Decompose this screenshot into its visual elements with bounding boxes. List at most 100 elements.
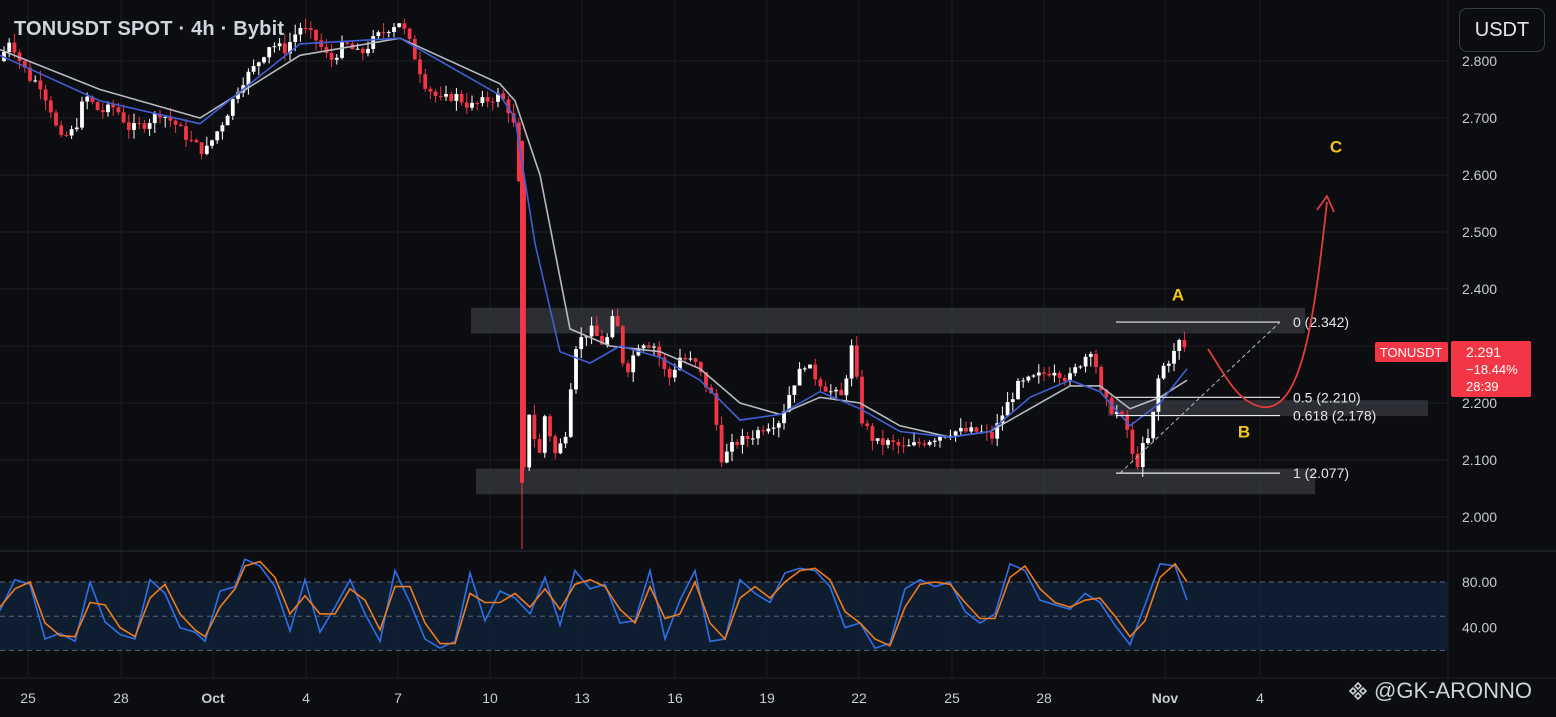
bullish-candle [932,440,937,442]
chart-grid [0,0,1556,679]
bullish-candle [376,32,381,37]
bullish-candle [912,442,916,446]
bullish-candle [631,355,636,373]
bearish-candle [646,345,651,348]
bearish-candle [428,88,433,92]
bullish-candle [605,337,610,345]
bullish-candle [246,71,251,86]
price-tick-label: 2.500 [1462,224,1497,240]
last-price-value: 2.291 [1466,344,1501,360]
bearish-candle [360,48,365,54]
bullish-candle [782,411,786,424]
bullish-candle [724,451,729,463]
bearish-candle [896,442,901,446]
bearish-candle [438,95,443,97]
bullish-candle [1088,353,1093,357]
bearish-candle [381,32,386,34]
bullish-candle [1177,340,1182,351]
bullish-candle [797,368,802,386]
time-tick-label: 28 [1036,690,1052,706]
time-tick-label: 16 [667,690,683,706]
bearish-candle [100,110,105,113]
bearish-candle [28,67,32,81]
bullish-candle [454,93,459,101]
bearish-candle [1099,367,1104,390]
bullish-candle [953,431,958,436]
bearish-candle [459,93,464,103]
bearish-candle [282,43,287,54]
time-tick-label: 25 [20,690,36,706]
bullish-candle [938,436,942,441]
time-tick-label: 25 [944,690,960,706]
bullish-candle [1005,402,1010,416]
bearish-candle [158,113,162,118]
bullish-candle [1016,380,1020,400]
fib-level-label: 0 (2.342) [1293,314,1349,330]
bullish-candle [849,345,854,379]
bearish-candle [38,80,43,90]
price-change: −18.44% [1466,362,1518,377]
bearish-candle [704,372,708,388]
bullish-candle [204,145,209,154]
stoch-d-line [0,560,1188,647]
chart-title: TONUSDT SPOT · 4h · Bybit [14,18,285,40]
bullish-candle [7,42,12,52]
currency-button[interactable]: USDT [1459,8,1545,52]
bearish-candle [433,91,438,96]
time-tick-label: 4 [1256,690,1264,706]
bullish-candle [106,104,110,113]
bullish-candle [589,325,594,337]
bearish-candle [813,364,818,380]
bullish-candle [1000,415,1005,424]
bearish-candle [48,100,53,113]
bullish-candle [948,435,953,437]
bullish-candle [927,441,932,445]
bullish-candle [906,445,911,447]
bearish-candle [594,325,599,336]
bearish-candle [854,345,859,377]
bearish-candle [1104,389,1109,398]
bullish-candle [1146,438,1150,444]
time-axis[interactable]: 25 28 Oct 4 7 10 13 16 19 22 25 28 Nov 4 [20,690,1264,706]
bullish-candle [298,27,303,35]
bullish-candle [802,368,807,370]
bearish-candle [667,368,672,378]
bearish-candle [1094,353,1098,368]
bearish-candle [111,104,116,108]
bullish-candle [740,435,745,445]
bullish-candle [256,62,261,67]
bullish-candle [480,97,485,103]
bullish-candle [1114,411,1119,415]
bearish-candle [990,432,994,439]
bullish-candle [163,116,168,118]
bearish-candle [745,435,750,439]
bullish-candle [210,140,214,146]
price-tick-label: 2.000 [1462,509,1497,525]
bullish-candle [132,123,136,130]
bullish-candle [995,423,1000,439]
price-tick-label: 2.200 [1462,395,1497,411]
bullish-candle [1151,411,1156,439]
bullish-candle [272,46,277,48]
time-tick-label: Oct [201,690,225,706]
time-tick-label: 7 [394,690,402,706]
bullish-candle [1140,443,1145,468]
bullish-candle [262,57,266,63]
fib-level-label: 0.618 (2.178) [1293,408,1376,424]
bullish-candle [828,391,833,393]
bullish-candle [340,42,344,58]
time-tick-label: Nov [1152,690,1179,706]
bullish-candle [1073,367,1078,374]
wave-labels: A B C [1172,138,1342,442]
bullish-candle [568,389,573,437]
bearish-candle [880,438,885,445]
bearish-candle [901,445,906,447]
price-zone [476,468,1315,495]
bearish-candle [1182,340,1187,348]
bearish-candle [532,414,537,440]
price-axis[interactable]: 2.0002.1002.2002.3002.4002.5002.6002.700… [1462,53,1497,636]
projection-curve [1207,201,1328,408]
bearish-candle [1042,372,1046,374]
watermark: @GK-ARONNO [1348,678,1532,704]
